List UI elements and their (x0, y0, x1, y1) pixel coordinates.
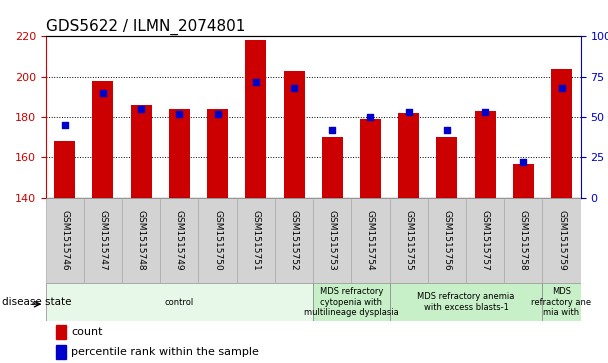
Bar (57, 346, 66, 359)
Text: GSM1515747: GSM1515747 (98, 210, 108, 271)
FancyBboxPatch shape (84, 198, 122, 283)
Bar (398, 113, 419, 198)
Bar (207, 109, 228, 198)
Bar (57, 325, 66, 339)
Text: percentile rank within the sample: percentile rank within the sample (71, 347, 259, 357)
Text: MDS refractory
cytopenia with
multilineage dysplasia: MDS refractory cytopenia with multilinea… (304, 287, 399, 317)
FancyBboxPatch shape (161, 198, 198, 283)
Text: GSM1515756: GSM1515756 (443, 210, 451, 271)
Point (251, 79, 261, 85)
Bar (551, 69, 572, 198)
FancyBboxPatch shape (313, 198, 351, 283)
Text: MDS refractory anemia
with excess blasts-1: MDS refractory anemia with excess blasts… (417, 293, 515, 312)
Text: GSM1515752: GSM1515752 (289, 210, 299, 271)
Point (136, 106, 146, 112)
Point (60, 122, 69, 128)
Point (174, 111, 184, 117)
Bar (92, 81, 114, 198)
FancyBboxPatch shape (275, 198, 313, 283)
Text: GDS5622 / ILMN_2074801: GDS5622 / ILMN_2074801 (46, 19, 245, 35)
Point (327, 127, 337, 133)
Text: MDS
refractory ane
mia with: MDS refractory ane mia with (531, 287, 592, 317)
FancyBboxPatch shape (313, 283, 390, 321)
Text: GSM1515751: GSM1515751 (251, 210, 260, 271)
Text: GSM1515749: GSM1515749 (175, 210, 184, 271)
Bar (513, 163, 534, 198)
Text: GSM1515746: GSM1515746 (60, 210, 69, 271)
FancyBboxPatch shape (46, 198, 84, 283)
Point (404, 109, 413, 115)
Bar (283, 71, 305, 198)
Text: GSM1515759: GSM1515759 (557, 210, 566, 271)
Text: GSM1515755: GSM1515755 (404, 210, 413, 271)
Bar (475, 111, 496, 198)
Text: disease state: disease state (2, 297, 71, 307)
Bar (360, 119, 381, 198)
Point (213, 111, 223, 117)
Text: GSM1515757: GSM1515757 (480, 210, 489, 271)
Point (442, 127, 452, 133)
Text: GSM1515758: GSM1515758 (519, 210, 528, 271)
Text: GSM1515750: GSM1515750 (213, 210, 222, 271)
FancyBboxPatch shape (390, 198, 428, 283)
Bar (322, 137, 343, 198)
FancyBboxPatch shape (390, 283, 542, 321)
Bar (245, 40, 266, 198)
FancyBboxPatch shape (198, 198, 237, 283)
Bar (169, 109, 190, 198)
FancyBboxPatch shape (542, 283, 581, 321)
Text: control: control (165, 298, 194, 307)
FancyBboxPatch shape (504, 198, 542, 283)
Point (98, 90, 108, 96)
Point (480, 109, 490, 115)
Bar (131, 105, 151, 198)
FancyBboxPatch shape (351, 198, 390, 283)
Text: GSM1515748: GSM1515748 (137, 210, 146, 271)
FancyBboxPatch shape (46, 283, 313, 321)
FancyBboxPatch shape (428, 198, 466, 283)
Point (557, 85, 567, 91)
Point (519, 159, 528, 165)
Point (365, 114, 375, 120)
FancyBboxPatch shape (466, 198, 504, 283)
Text: GSM1515754: GSM1515754 (366, 210, 375, 271)
Text: GSM1515753: GSM1515753 (328, 210, 337, 271)
Bar (437, 137, 457, 198)
FancyBboxPatch shape (542, 198, 581, 283)
Bar (54, 141, 75, 198)
Text: count: count (71, 327, 103, 337)
FancyBboxPatch shape (122, 198, 161, 283)
Point (289, 85, 299, 91)
FancyBboxPatch shape (237, 198, 275, 283)
